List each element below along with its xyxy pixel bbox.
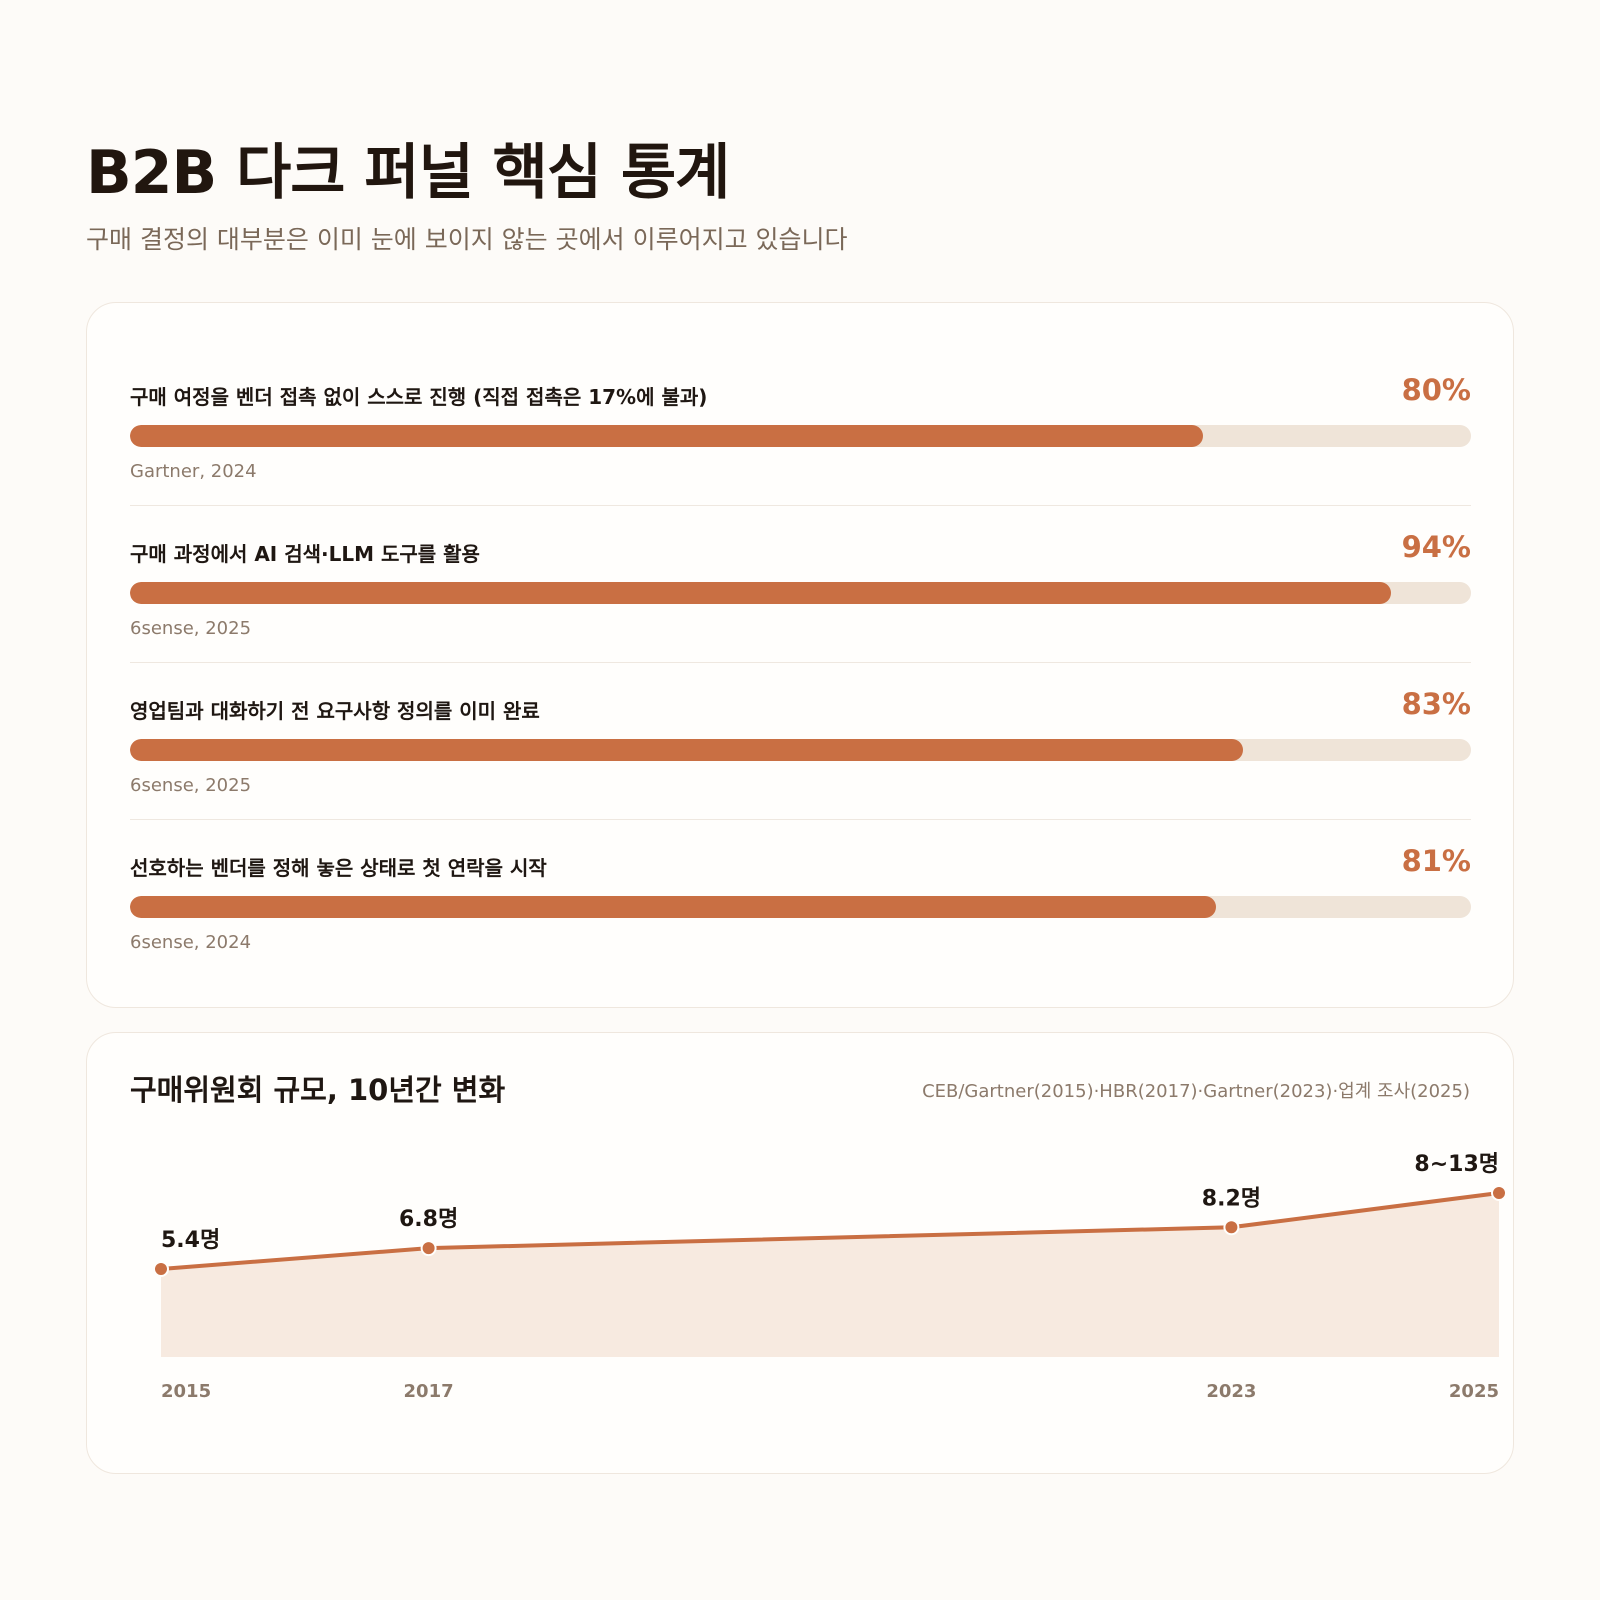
data-label: 8~13명 bbox=[1414, 1152, 1499, 1177]
stat-value: 83% bbox=[1401, 687, 1471, 721]
stat-source: 6sense, 2024 bbox=[130, 932, 252, 953]
stat-source: 6sense, 2025 bbox=[130, 618, 252, 639]
stat-label: 구매 과정에서 AI 검색·LLM 도구를 활용 bbox=[130, 542, 480, 566]
progress-track bbox=[130, 739, 1471, 761]
divider bbox=[130, 662, 1471, 663]
stat-source: 6sense, 2025 bbox=[130, 775, 252, 796]
stat-row: 선호하는 벤더를 정해 놓은 상태로 첫 연락을 시작 81% 6sense, … bbox=[130, 820, 1471, 976]
trend-card: 구매위원회 규모, 10년간 변화 CEB/Gartner(2015)·HBR(… bbox=[86, 1032, 1514, 1474]
stat-source: Gartner, 2024 bbox=[130, 461, 257, 482]
stat-label: 영업팀과 대화하기 전 요구사항 정의를 이미 완료 bbox=[130, 699, 540, 723]
data-label: 5.4명 bbox=[161, 1228, 220, 1253]
stat-label: 선호하는 벤더를 정해 놓은 상태로 첫 연락을 시작 bbox=[130, 856, 547, 880]
progress-fill bbox=[130, 739, 1244, 761]
stat-row: 영업팀과 대화하기 전 요구사항 정의를 이미 완료 83% 6sense, 2… bbox=[130, 663, 1471, 819]
area-fill bbox=[161, 1193, 1499, 1357]
progress-fill bbox=[130, 582, 1391, 604]
committee-size-chart: 5.4명 2015 6.8명 2017 8.2명 2023 8~13명 2025 bbox=[153, 1152, 1507, 1402]
data-point bbox=[1223, 1219, 1240, 1236]
stat-value: 80% bbox=[1401, 373, 1471, 407]
progress-fill bbox=[130, 896, 1217, 918]
stat-value: 94% bbox=[1401, 530, 1471, 564]
divider bbox=[130, 505, 1471, 506]
data-label: 8.2명 bbox=[1202, 1186, 1261, 1211]
x-tick-label: 2017 bbox=[404, 1381, 454, 1402]
page-subtitle: 구매 결정의 대부분은 이미 눈에 보이지 않는 곳에서 이루어지고 있습니다 bbox=[86, 225, 848, 254]
data-point bbox=[153, 1261, 169, 1277]
series-line bbox=[159, 1191, 1501, 1271]
progress-fill bbox=[130, 425, 1203, 447]
data-point bbox=[420, 1240, 437, 1257]
trend-title: 구매위원회 규모, 10년간 변화 bbox=[130, 1073, 506, 1107]
x-tick-label: 2025 bbox=[1449, 1381, 1499, 1402]
stat-row: 구매 여정을 벤더 접촉 없이 스스로 진행 (직접 접촉은 17%에 불과) … bbox=[130, 349, 1471, 505]
divider bbox=[130, 819, 1471, 820]
trend-source: CEB/Gartner(2015)·HBR(2017)·Gartner(2023… bbox=[922, 1081, 1470, 1102]
data-label: 6.8명 bbox=[399, 1207, 458, 1232]
data-point bbox=[1491, 1185, 1507, 1201]
stat-row: 구매 과정에서 AI 검색·LLM 도구를 활용 94% 6sense, 202… bbox=[130, 506, 1471, 662]
progress-track bbox=[130, 582, 1471, 604]
x-tick-label: 2023 bbox=[1206, 1381, 1256, 1402]
progress-track bbox=[130, 896, 1471, 918]
stat-label: 구매 여정을 벤더 접촉 없이 스스로 진행 (직접 접촉은 17%에 불과) bbox=[130, 385, 708, 409]
progress-track bbox=[130, 425, 1471, 447]
stat-value: 81% bbox=[1401, 844, 1471, 878]
x-tick-label: 2015 bbox=[161, 1381, 211, 1402]
page-title: B2B 다크 퍼널 핵심 통계 bbox=[86, 138, 730, 208]
stats-card: 구매 여정을 벤더 접촉 없이 스스로 진행 (직접 접촉은 17%에 불과) … bbox=[86, 302, 1514, 1008]
